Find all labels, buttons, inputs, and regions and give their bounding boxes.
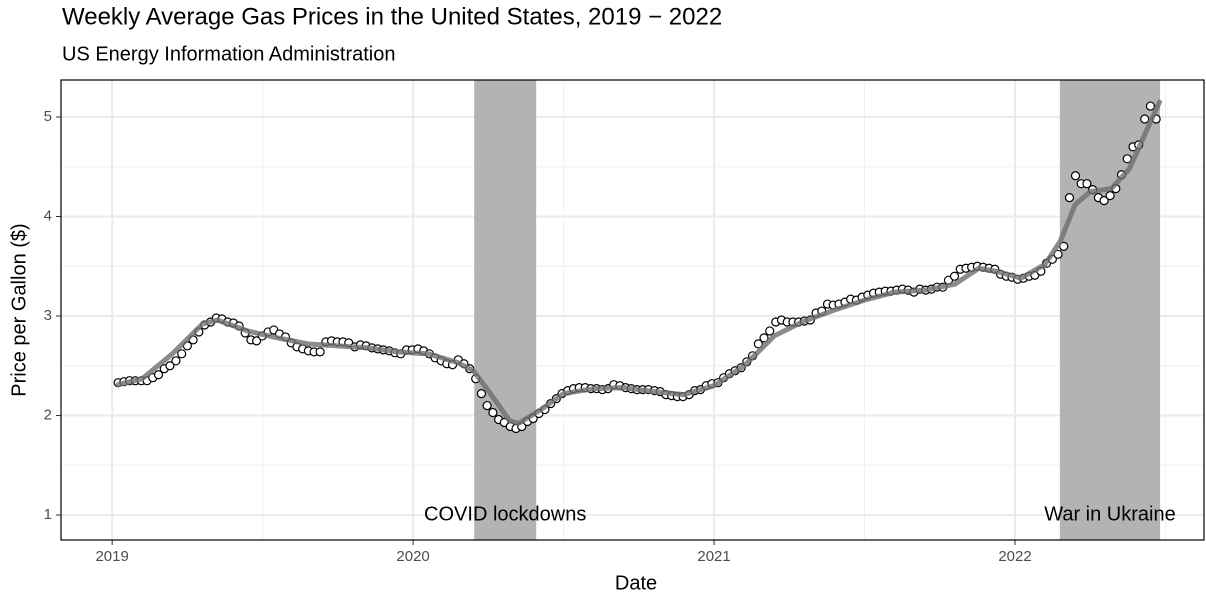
- data-point: [165, 361, 175, 371]
- y-axis-title: Price per Gallon ($): [8, 223, 30, 396]
- data-point: [1099, 195, 1109, 206]
- data-point: [488, 407, 498, 418]
- data-point: [252, 336, 262, 346]
- data-point: [1064, 193, 1075, 203]
- data-point: [949, 271, 960, 281]
- data-point: [1145, 101, 1156, 111]
- annotation: COVID lockdowns: [424, 503, 586, 525]
- x-tick-label: 2020: [396, 548, 429, 565]
- data-point: [315, 347, 325, 357]
- x-axis-title: Date: [615, 572, 657, 594]
- data-point: [476, 389, 487, 399]
- y-tick-label: 2: [44, 406, 52, 423]
- x-tick-label: 2022: [998, 548, 1031, 565]
- data-point: [153, 370, 164, 380]
- x-tick-label: 2019: [95, 548, 128, 565]
- data-point: [1070, 171, 1081, 181]
- chart-title: Weekly Average Gas Prices in the United …: [62, 3, 722, 30]
- data-point: [1082, 179, 1092, 189]
- annotation: War in Ukraine: [1044, 503, 1176, 525]
- shaded-region: [1059, 80, 1161, 540]
- data-point: [482, 400, 492, 411]
- y-tick-label: 4: [44, 207, 52, 224]
- panel-border: [60, 79, 1205, 541]
- data-point: [759, 333, 769, 343]
- chart-subtitle: US Energy Information Administration: [62, 43, 396, 65]
- shaded-region: [474, 80, 537, 540]
- y-tick-label: 1: [44, 506, 52, 523]
- data-point: [177, 349, 187, 359]
- y-tick-label: 5: [44, 108, 52, 125]
- data-point: [1105, 191, 1115, 201]
- y-tick-label: 3: [44, 307, 52, 324]
- data-point: [171, 356, 181, 366]
- smooth-line: [115, 99, 1162, 426]
- data-point: [765, 326, 775, 336]
- data-point: [1140, 114, 1150, 124]
- data-point: [753, 339, 763, 349]
- x-tick-label: 2021: [697, 548, 730, 565]
